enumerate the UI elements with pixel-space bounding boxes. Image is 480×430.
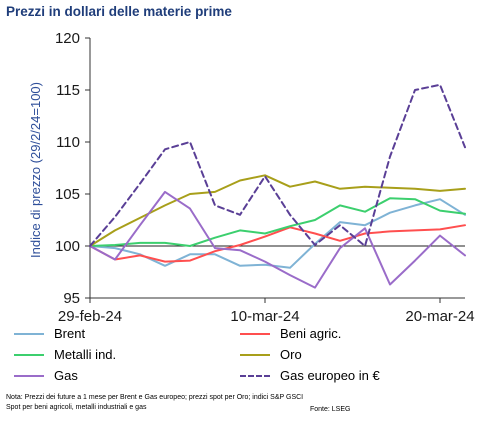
legend-item: Oro xyxy=(240,347,302,362)
x-tick-label: 29-feb-24 xyxy=(58,308,122,325)
x-tick-label: 20-mar-24 xyxy=(405,308,474,325)
line-chart: Indice di prezzo (29/2/24=100) 95 100 105 1… xyxy=(28,30,475,325)
legend-label: Metalli ind. xyxy=(54,347,117,362)
legend-item: Brent xyxy=(14,326,85,341)
legend-label: Oro xyxy=(280,347,302,362)
chart-title: Prezzi in dollari delle materie prime xyxy=(6,4,232,19)
series-line-gas xyxy=(89,190,466,289)
series-line-metalli-ind- xyxy=(89,197,466,247)
legend-item: Metalli ind. xyxy=(14,347,116,362)
y-tick-label: 100 xyxy=(55,238,80,255)
y-tick-label: 95 xyxy=(63,290,80,307)
legend-swatch xyxy=(240,332,270,335)
legend-label: Gas europeo in € xyxy=(280,368,380,383)
y-tick-label: 120 xyxy=(55,30,80,47)
legend-item: Gas xyxy=(14,368,78,383)
footnote: Nota: Prezzi dei future a 1 mese per Bre… xyxy=(6,394,304,411)
source-note: Fonte: LSEG xyxy=(310,406,351,413)
legend-swatch xyxy=(240,353,270,356)
legend-item: Beni agric. xyxy=(240,326,341,341)
y-tick-label: 105 xyxy=(55,186,80,203)
y-tick-label: 110 xyxy=(56,134,80,151)
legend-swatch xyxy=(14,353,44,356)
legend-swatch xyxy=(240,374,270,377)
series-line-gas-europeo-in- xyxy=(89,83,466,247)
series-line-brent xyxy=(89,198,466,269)
legend-item: Gas europeo in € xyxy=(240,368,380,383)
legend-label: Gas xyxy=(54,368,78,383)
legend-label: Beni agric. xyxy=(280,326,342,341)
series-group xyxy=(89,83,466,289)
legend-swatch xyxy=(14,332,44,335)
legend: Brent Beni agric. Metalli ind. Oro Gas Gas eu… xyxy=(0,326,480,394)
axes: 95 100 105 110 115 120 29-feb-24 10-mar-24 20-ma… xyxy=(55,30,475,325)
x-tick-label: 10-mar-24 xyxy=(230,308,299,325)
y-axis-label: Indice di prezzo (29/2/24=100) xyxy=(28,82,43,258)
y-tick-label: 115 xyxy=(56,82,80,99)
series-line-beni-agric- xyxy=(89,224,466,263)
legend-label: Brent xyxy=(54,326,86,341)
series-line-oro xyxy=(89,174,466,247)
legend-swatch xyxy=(14,374,44,377)
